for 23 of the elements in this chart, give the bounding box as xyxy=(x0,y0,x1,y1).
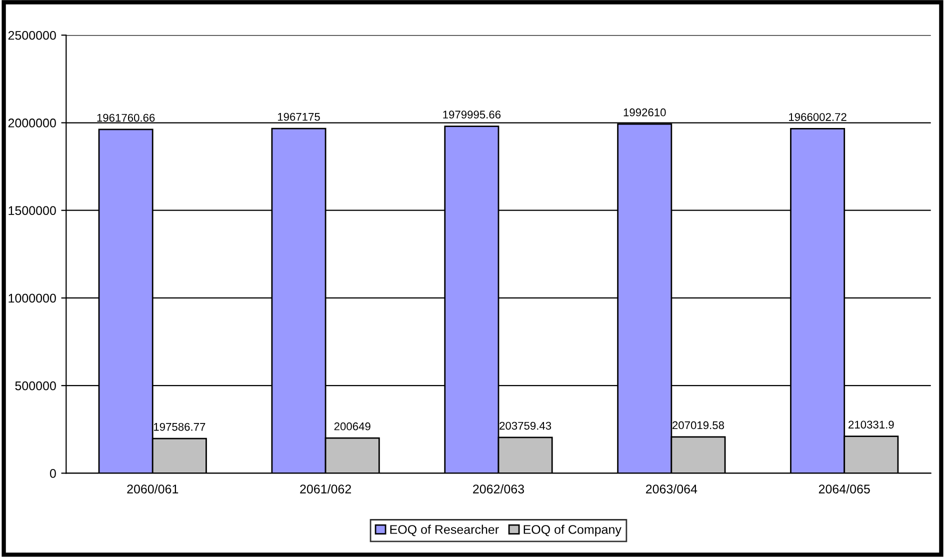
legend-label: EOQ of Researcher xyxy=(390,524,499,536)
y-tick-label: 1000000 xyxy=(8,294,56,303)
legend-label: EOQ of Company xyxy=(524,524,622,536)
y-tick-label: 2000000 xyxy=(8,118,56,128)
data-label: 207019.58 xyxy=(672,421,724,430)
x-tick-label: 2064/065 xyxy=(818,484,870,494)
x-tick-label: 2060/061 xyxy=(127,484,178,494)
y-tick-label: 1500000 xyxy=(8,206,56,216)
data-label: 210331.9 xyxy=(848,420,894,429)
x-tick-label: 2062/063 xyxy=(473,484,524,494)
x-tick-label: 2063/064 xyxy=(646,484,698,494)
y-tick-label: 0 xyxy=(50,468,56,478)
data-label: 200649 xyxy=(334,422,370,430)
data-label: 203759.43 xyxy=(500,422,552,430)
data-label: 1967175 xyxy=(278,112,320,121)
data-label: 1979995.66 xyxy=(443,110,501,119)
data-label: 1961760.66 xyxy=(97,114,155,122)
y-tick-label: 2500000 xyxy=(8,30,56,40)
data-label: 1992610 xyxy=(624,108,666,116)
x-tick-label: 2061/062 xyxy=(300,484,351,494)
data-label: 1966002.72 xyxy=(789,113,846,121)
data-label: 197586.77 xyxy=(154,422,206,431)
y-tick-label: 500000 xyxy=(15,381,56,390)
